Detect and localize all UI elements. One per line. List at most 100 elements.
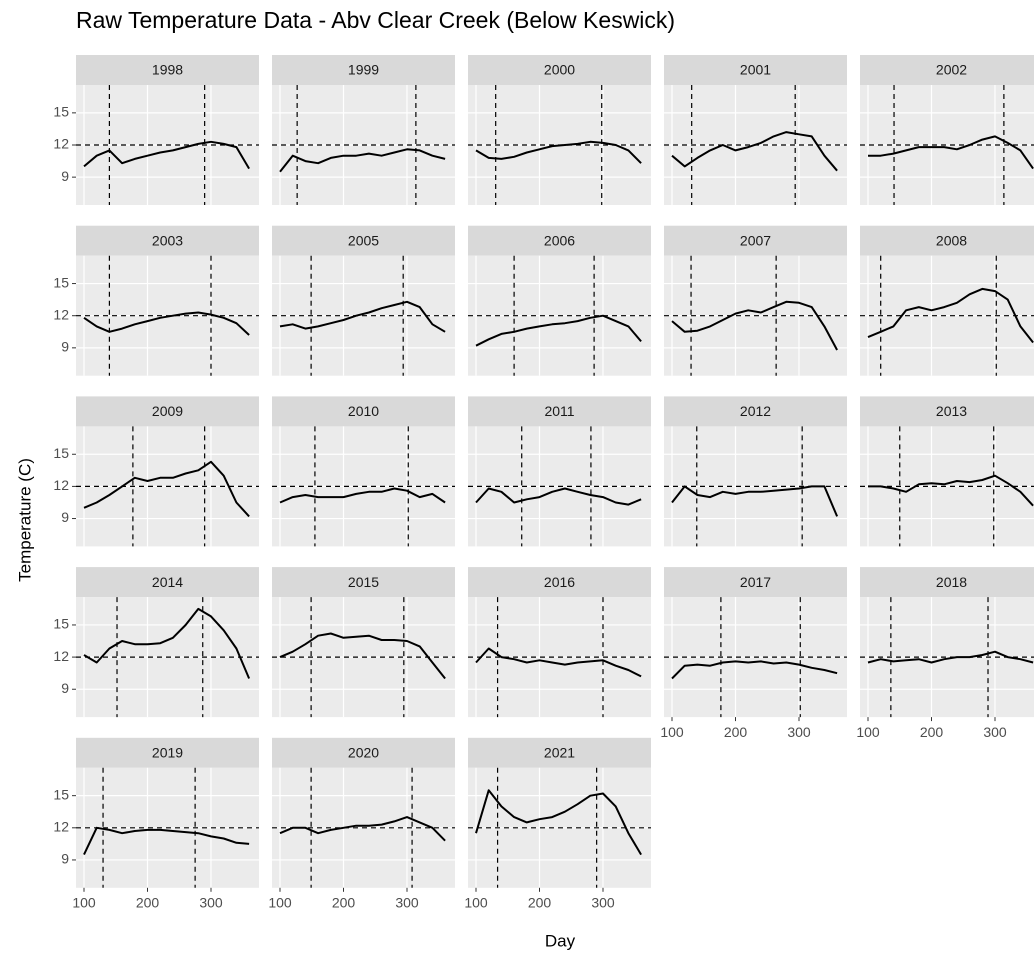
temperature-line: [83, 826, 250, 856]
strip-label: 1999: [348, 62, 379, 78]
strip: [468, 225, 651, 256]
strip-label: 2006: [544, 232, 575, 248]
strip: [468, 737, 651, 768]
temperature-line: [475, 789, 642, 856]
y-tick-label: 12: [53, 136, 69, 152]
y-tick-label: 9: [61, 168, 69, 184]
strip: [468, 396, 651, 427]
temperature-line: [279, 632, 446, 680]
strip-label: 1998: [152, 62, 183, 78]
y-tick-label: 15: [53, 274, 69, 290]
y-tick-label: 12: [53, 819, 69, 835]
strip-label: 2010: [348, 403, 379, 419]
strip-label: 2019: [152, 745, 183, 761]
strip-label: 2008: [936, 232, 967, 248]
y-tick-label: 15: [53, 786, 69, 802]
strip: [76, 567, 259, 598]
temperature-line: [83, 460, 250, 518]
strip-label: 2020: [348, 745, 379, 761]
y-axis-title: Temperature (C): [15, 458, 34, 582]
strip: [664, 225, 847, 256]
temperature-line: [279, 148, 446, 173]
x-tick-label: 300: [983, 724, 1007, 740]
temperature-line: [83, 311, 250, 336]
temperature-line: [83, 607, 251, 679]
x-tick-label: 300: [395, 895, 419, 911]
x-tick-label: 200: [724, 724, 748, 740]
strip: [664, 55, 847, 85]
strip: [272, 737, 455, 768]
y-tick-label: 15: [53, 104, 69, 120]
x-tick-label: 100: [660, 724, 684, 740]
y-tick-label: 9: [61, 339, 69, 355]
y-tick-label: 9: [61, 680, 69, 696]
strip: [76, 225, 259, 256]
strip: [468, 567, 651, 598]
strip-label: 2012: [740, 403, 771, 419]
y-tick-label: 15: [53, 445, 69, 461]
strip-label: 2001: [740, 62, 771, 78]
strip-label: 2014: [152, 574, 183, 590]
temperature-line: [475, 647, 642, 678]
x-tick-label: 300: [787, 724, 811, 740]
temperature-line: [279, 487, 446, 504]
strip-label: 2009: [152, 403, 183, 419]
y-tick-label: 15: [53, 616, 69, 632]
strip-label: 2016: [544, 574, 575, 590]
strip: [76, 396, 259, 427]
strip: [860, 567, 1034, 598]
strip: [468, 55, 651, 85]
temperature-line: [867, 650, 1034, 664]
strip: [860, 225, 1034, 256]
temperature-line: [671, 300, 838, 351]
y-tick-label: 12: [53, 648, 69, 664]
strip: [76, 737, 259, 768]
strip-label: 2013: [936, 403, 967, 419]
temperature-line: [868, 135, 1034, 170]
x-tick-label: 200: [528, 895, 552, 911]
strip: [664, 396, 847, 427]
strip-label: 2005: [348, 232, 379, 248]
x-tick-label: 200: [332, 895, 356, 911]
strip-label: 2007: [740, 232, 771, 248]
x-axis-title: Day: [545, 931, 576, 950]
temperature-line: [279, 300, 446, 333]
strip-label: 2017: [740, 574, 771, 590]
strip: [272, 225, 455, 256]
x-tick-label: 300: [591, 895, 615, 911]
temperature-line: [671, 485, 839, 517]
y-tick-label: 9: [61, 851, 69, 867]
x-tick-label: 100: [464, 895, 488, 911]
strip: [664, 567, 847, 598]
strip: [860, 396, 1034, 427]
temperature-line: [475, 487, 642, 506]
temperature-line: [671, 660, 838, 680]
strip-label: 2002: [936, 62, 967, 78]
strip-label: 2000: [544, 62, 575, 78]
x-tick-label: 200: [136, 895, 160, 911]
y-tick-label: 12: [53, 306, 69, 322]
temperature-line: [475, 314, 642, 347]
strip-label: 2021: [544, 745, 575, 761]
strip: [860, 55, 1034, 85]
y-tick-label: 9: [61, 509, 69, 525]
temperature-line: [83, 140, 250, 170]
strip: [76, 55, 259, 85]
x-tick-label: 100: [856, 724, 880, 740]
temperature-line: [475, 140, 642, 164]
temperature-line: [279, 816, 446, 842]
y-tick-label: 12: [53, 477, 69, 493]
temperature-line: [671, 131, 838, 172]
x-tick-label: 100: [72, 895, 96, 911]
strip-label: 2018: [936, 574, 967, 590]
x-tick-label: 300: [199, 895, 223, 911]
temperature-line: [868, 474, 1034, 507]
x-tick-label: 200: [920, 724, 944, 740]
chart-title: Raw Temperature Data - Abv Clear Creek (…: [76, 7, 675, 33]
strip-label: 2011: [544, 403, 574, 419]
x-tick-label: 100: [268, 895, 292, 911]
strip-label: 2003: [152, 232, 183, 248]
temperature-line: [867, 287, 1034, 344]
strip-label: 2015: [348, 574, 379, 590]
